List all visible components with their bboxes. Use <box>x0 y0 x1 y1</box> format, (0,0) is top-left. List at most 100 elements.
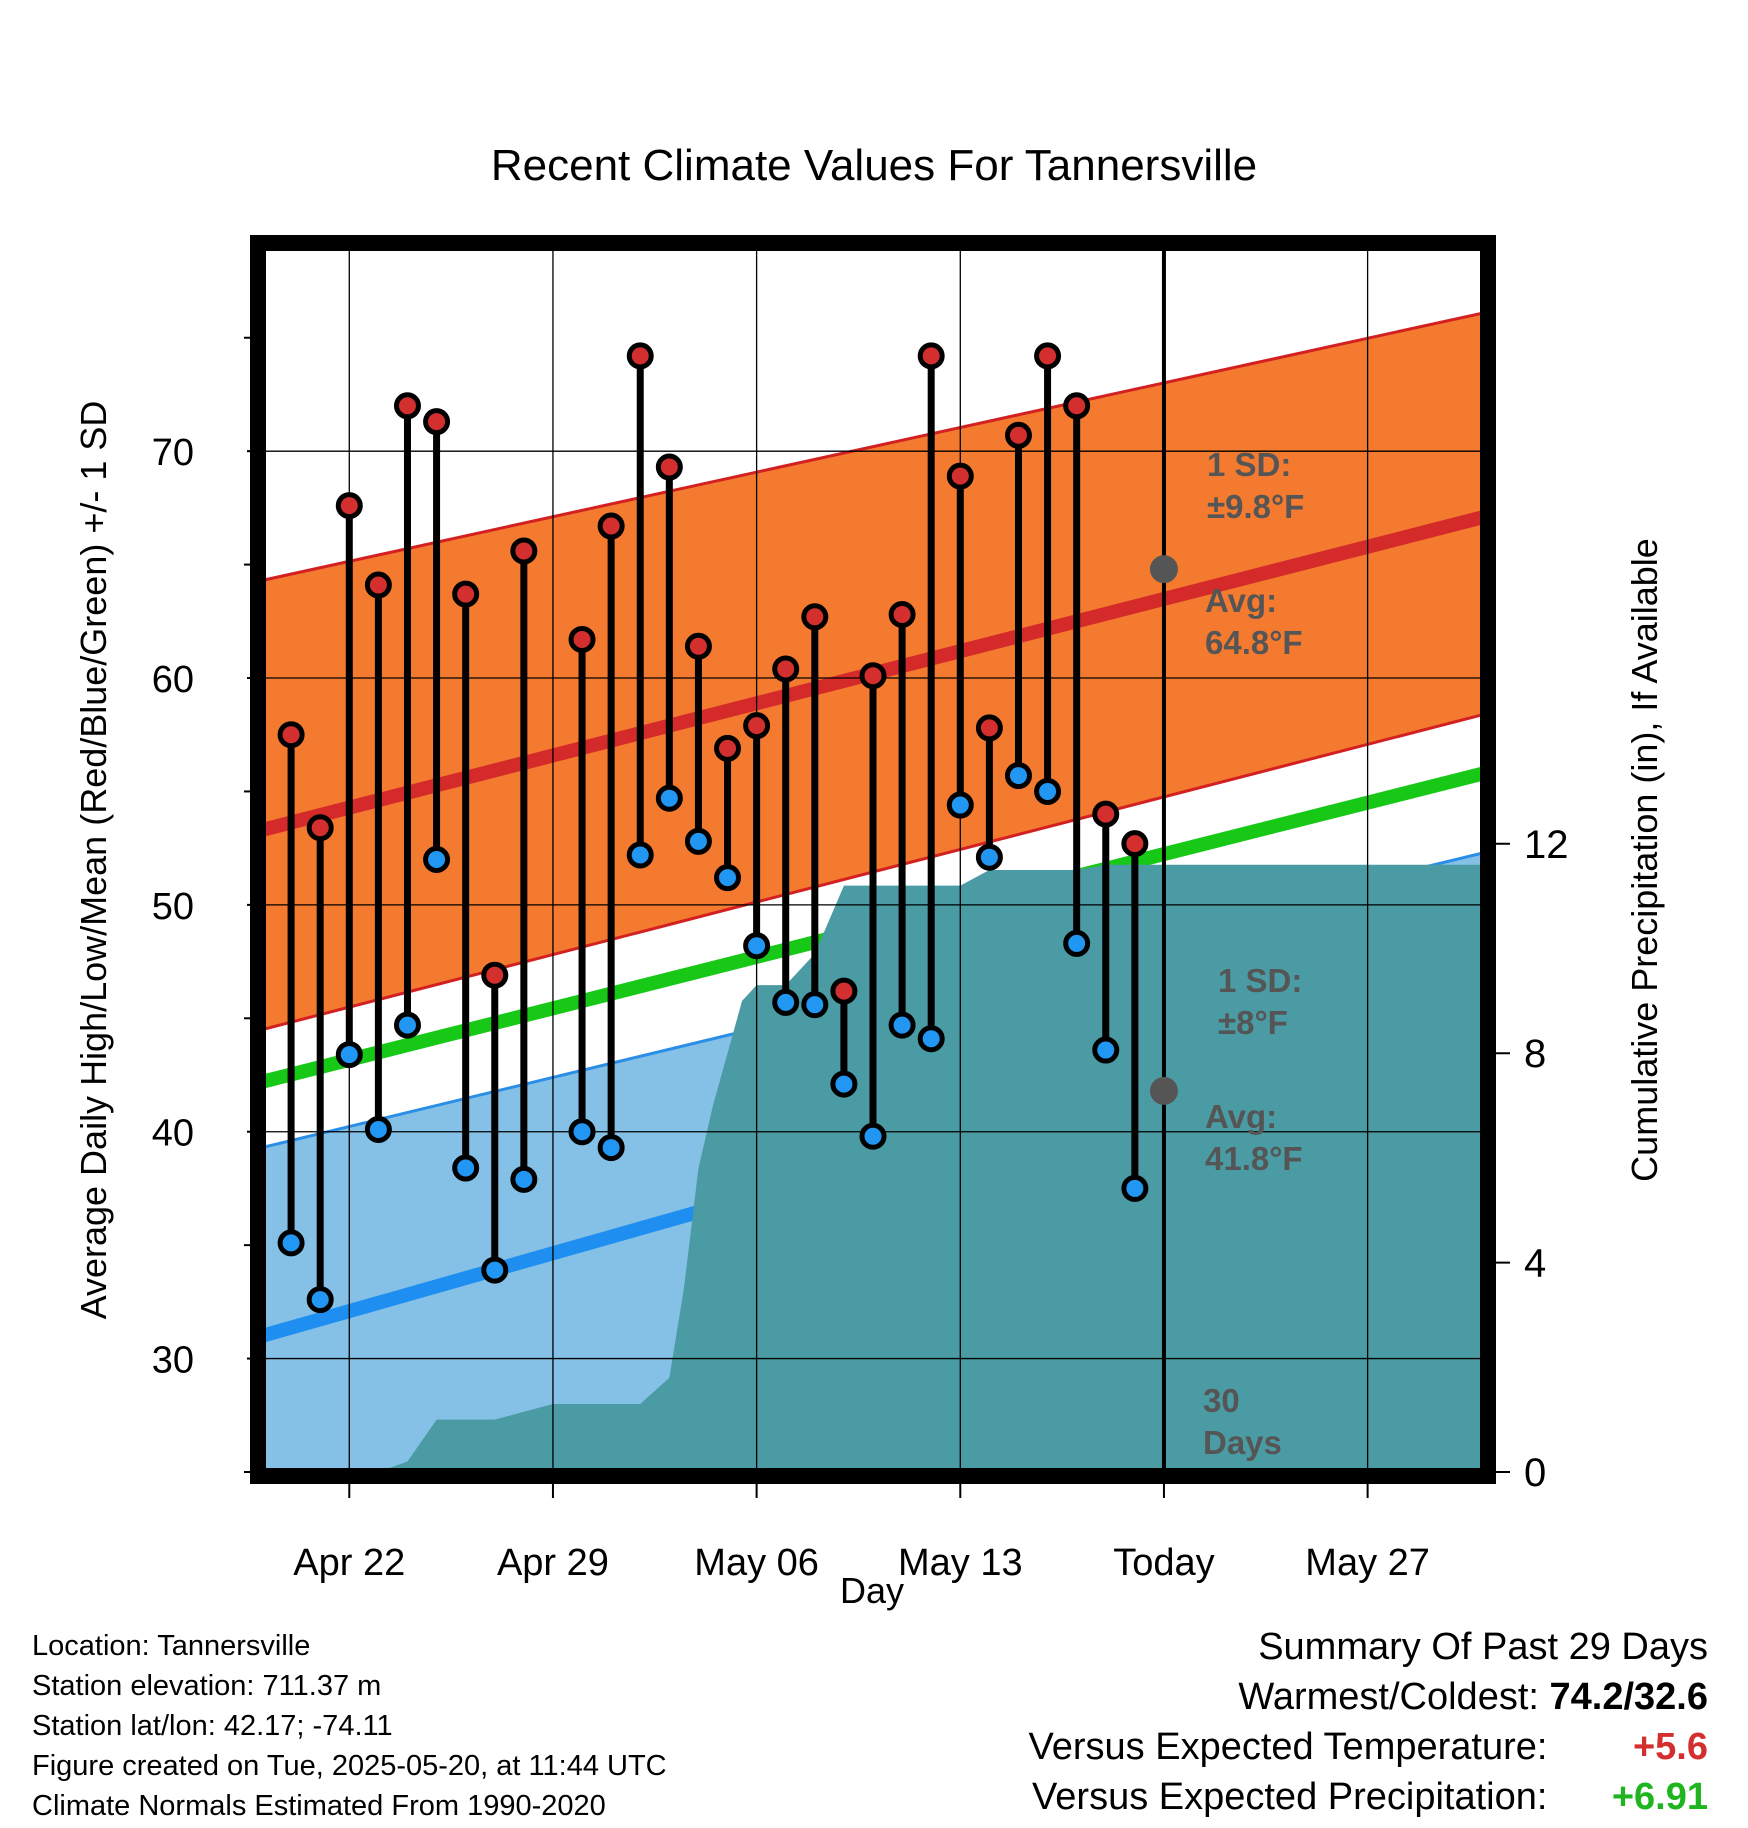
high-point <box>743 712 771 740</box>
low-point <box>830 1070 858 1098</box>
low-point <box>306 1286 334 1314</box>
high-sd-band-upper-edge <box>262 311 1484 582</box>
data-series <box>277 239 1178 1480</box>
low-point <box>393 1011 421 1039</box>
low-point <box>772 988 800 1016</box>
low-point <box>568 1118 596 1146</box>
x-tick-label: May 06 <box>694 1542 819 1584</box>
low-point <box>452 1154 480 1182</box>
y-axis-label: Average Daily High/Low/Mean (Red/Blue/Gr… <box>73 401 114 1320</box>
high-point <box>568 625 596 653</box>
low-point <box>1034 777 1062 805</box>
high-point <box>714 734 742 762</box>
low-point <box>626 841 654 869</box>
plot-frame <box>250 235 1496 1484</box>
summary-heading: Summary Of Past 29 Days <box>1258 1626 1708 1668</box>
low-point <box>1063 929 1091 957</box>
y2-tick-label: 12 <box>1524 823 1569 867</box>
high-point <box>1092 800 1120 828</box>
low-point <box>946 791 974 819</box>
low-point <box>917 1025 945 1053</box>
y2-tick-label: 4 <box>1524 1242 1546 1286</box>
low-point <box>888 1011 916 1039</box>
low-point <box>859 1122 887 1150</box>
high-point <box>1063 392 1091 420</box>
summary-temp-row: Versus Expected Temperature: +5.6 <box>1029 1722 1708 1772</box>
latlon-text: Station lat/lon: 42.17; -74.11 <box>32 1710 393 1742</box>
high-point <box>917 342 945 370</box>
low-point <box>655 784 683 812</box>
high-point <box>481 961 509 989</box>
summary-panel: Summary Of Past 29 Days Warmest/Coldest:… <box>1029 1622 1708 1822</box>
low-point <box>1004 762 1032 790</box>
temp-label: Versus Expected Temperature: <box>1028 1726 1548 1768</box>
low-point <box>510 1165 538 1193</box>
y2-tick-label: 0 <box>1524 1451 1546 1495</box>
high-point <box>1034 342 1062 370</box>
annotations: 1 SD: ±9.8°F Avg: 64.8°F 1 SD: ±8°F Avg: 41.8°F… <box>1203 446 1304 1461</box>
temp-value: +5.6 <box>1632 1726 1708 1768</box>
station-info: Location: Tannersville Station elevation… <box>32 1626 667 1826</box>
high-point <box>946 462 974 490</box>
low-point <box>1092 1036 1120 1064</box>
low-point <box>684 827 712 855</box>
normals-text: Climate Normals Estimated From 1990-2020 <box>32 1790 606 1822</box>
high-point <box>772 655 800 683</box>
high-point <box>626 342 654 370</box>
high-sd-annotation: 1 SD: ±9.8°F <box>1207 446 1304 525</box>
low-point <box>975 843 1003 871</box>
precip-label: Versus Expected Precipitation: <box>1032 1776 1548 1818</box>
high-point <box>1121 830 1149 858</box>
high-point <box>452 580 480 608</box>
x-tick-label: May 13 <box>898 1542 1023 1584</box>
low-point <box>335 1041 363 1069</box>
high-point <box>510 537 538 565</box>
high-point <box>393 392 421 420</box>
axes: 30 40 50 60 70 0 4 8 12 Apr 22 Apr 29 May 06 May 13 T… <box>152 336 1569 1584</box>
y-tick-label: 40 <box>152 1113 194 1155</box>
high-point <box>801 603 829 631</box>
low-point <box>481 1256 509 1284</box>
low-point <box>277 1229 305 1257</box>
low-point <box>743 932 771 960</box>
today-low-avg-dot <box>1149 1076 1178 1105</box>
high-point <box>335 492 363 520</box>
precip-value: +6.91 <box>1611 1776 1708 1818</box>
high-point <box>684 632 712 660</box>
x-tick-label: Today <box>1113 1542 1214 1584</box>
high-point <box>888 601 916 628</box>
high-point <box>830 977 858 1005</box>
y-tick-label: 60 <box>152 659 194 701</box>
climate-chart: Recent Climate Values For Tannersville 1… <box>73 141 1665 1611</box>
x-tick-label: Apr 29 <box>497 1542 609 1584</box>
elevation-text: Station elevation: 711.37 m <box>32 1670 382 1702</box>
x-axis-label: Day <box>840 1570 904 1611</box>
warmest-value: 74.2/32.6 <box>1549 1676 1708 1718</box>
low-avg-annotation: Avg: 41.8°F <box>1205 1098 1303 1177</box>
high-point <box>975 714 1003 742</box>
high-point <box>423 408 451 436</box>
low-point <box>423 846 451 873</box>
low-point <box>801 991 829 1019</box>
chart-title: Recent Climate Values For Tannersville <box>491 141 1257 190</box>
y-tick-label: 30 <box>152 1340 194 1382</box>
y-tick-label: 70 <box>152 432 194 474</box>
high-point <box>306 814 334 842</box>
warmest-label: Warmest/Coldest: <box>1238 1676 1539 1718</box>
y2-axis-label: Cumulative Precipitation (in), If Availa… <box>1624 538 1665 1182</box>
low-point <box>364 1115 392 1143</box>
today-high-avg-dot <box>1149 555 1178 584</box>
location-text: Location: Tannersville <box>32 1630 311 1662</box>
high-point <box>1004 421 1032 449</box>
low-sd-annotation: 1 SD: ±8°F <box>1218 962 1302 1041</box>
high-avg-annotation: Avg: 64.8°F <box>1205 582 1303 661</box>
high-point <box>597 512 625 540</box>
summary-warmest-row: Warmest/Coldest: 74.2/32.6 <box>1029 1672 1708 1722</box>
summary-precip-row: Versus Expected Precipitation: +6.91 <box>1029 1772 1708 1822</box>
high-point <box>859 662 887 690</box>
low-point <box>1121 1174 1149 1202</box>
high-point <box>364 571 392 599</box>
created-text: Figure created on Tue, 2025-05-20, at 11… <box>32 1750 667 1782</box>
high-point <box>655 453 683 481</box>
low-point <box>714 864 742 892</box>
